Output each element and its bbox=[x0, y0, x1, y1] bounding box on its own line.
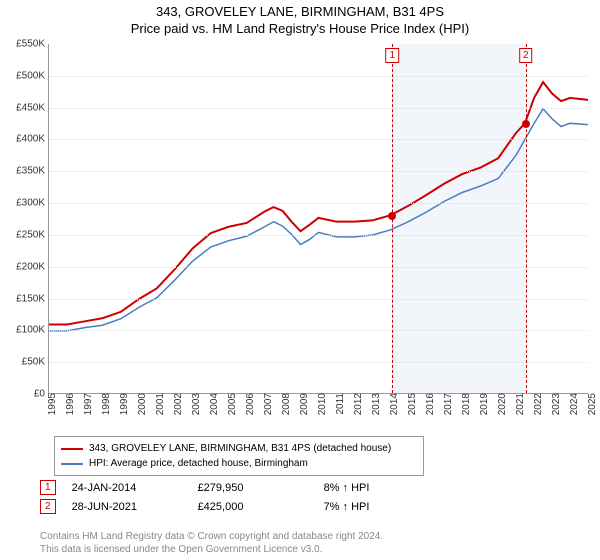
x-tick-label: 2022 bbox=[531, 393, 544, 415]
y-tick-label: £400K bbox=[16, 134, 49, 145]
transaction-price: £425,000 bbox=[198, 501, 308, 513]
marker-line bbox=[526, 44, 527, 393]
x-tick-label: 1995 bbox=[45, 393, 58, 415]
x-tick-label: 2020 bbox=[495, 393, 508, 415]
legend-swatch bbox=[61, 448, 83, 450]
y-tick-label: £300K bbox=[16, 198, 49, 209]
transaction-date: 28-JUN-2021 bbox=[72, 501, 182, 513]
y-tick-label: £100K bbox=[16, 325, 49, 336]
x-tick-label: 2023 bbox=[549, 393, 562, 415]
gridline bbox=[49, 108, 588, 109]
y-tick-label: £200K bbox=[16, 261, 49, 272]
y-tick-label: £150K bbox=[16, 293, 49, 304]
gridline bbox=[49, 267, 588, 268]
x-tick-label: 2010 bbox=[315, 393, 328, 415]
marker-dot bbox=[522, 120, 530, 128]
chart-title-line2: Price paid vs. HM Land Registry's House … bbox=[131, 21, 469, 36]
x-tick-label: 2004 bbox=[207, 393, 220, 415]
x-tick-label: 2005 bbox=[225, 393, 238, 415]
legend-label: 343, GROVELEY LANE, BIRMINGHAM, B31 4PS … bbox=[89, 441, 391, 456]
transaction-row: 1 24-JAN-2014 £279,950 8% ↑ HPI bbox=[40, 480, 580, 495]
marker-dot bbox=[388, 212, 396, 220]
x-tick-label: 2013 bbox=[369, 393, 382, 415]
chart-container: 343, GROVELEY LANE, BIRMINGHAM, B31 4PS … bbox=[0, 0, 600, 560]
transaction-delta: 7% ↑ HPI bbox=[324, 501, 434, 513]
x-tick-label: 2018 bbox=[459, 393, 472, 415]
x-tick-label: 2017 bbox=[441, 393, 454, 415]
x-tick-label: 2001 bbox=[153, 393, 166, 415]
x-tick-label: 2007 bbox=[261, 393, 274, 415]
legend-label: HPI: Average price, detached house, Birm… bbox=[89, 456, 308, 471]
transaction-table: 1 24-JAN-2014 £279,950 8% ↑ HPI 2 28-JUN… bbox=[40, 480, 580, 518]
legend: 343, GROVELEY LANE, BIRMINGHAM, B31 4PS … bbox=[54, 436, 424, 476]
y-tick-label: £500K bbox=[16, 70, 49, 81]
x-tick-label: 1998 bbox=[99, 393, 112, 415]
transaction-marker: 2 bbox=[40, 499, 56, 514]
x-tick-label: 2024 bbox=[567, 393, 580, 415]
legend-item: HPI: Average price, detached house, Birm… bbox=[61, 456, 417, 471]
x-tick-label: 2012 bbox=[351, 393, 364, 415]
x-tick-label: 2000 bbox=[135, 393, 148, 415]
chart-svg bbox=[49, 44, 588, 393]
gridline bbox=[49, 139, 588, 140]
x-tick-label: 2016 bbox=[423, 393, 436, 415]
x-tick-label: 2008 bbox=[279, 393, 292, 415]
transaction-delta: 8% ↑ HPI bbox=[324, 482, 434, 494]
x-tick-label: 2021 bbox=[513, 393, 526, 415]
gridline bbox=[49, 299, 588, 300]
x-tick-label: 1997 bbox=[81, 393, 94, 415]
transaction-date: 24-JAN-2014 bbox=[72, 482, 182, 494]
marker-label: 1 bbox=[385, 48, 399, 63]
marker-label: 2 bbox=[519, 48, 533, 63]
gridline bbox=[49, 203, 588, 204]
x-tick-label: 2014 bbox=[387, 393, 400, 415]
legend-item: 343, GROVELEY LANE, BIRMINGHAM, B31 4PS … bbox=[61, 441, 417, 456]
attribution-line2: This data is licensed under the Open Gov… bbox=[40, 544, 322, 555]
gridline bbox=[49, 362, 588, 363]
y-tick-label: £550K bbox=[16, 39, 49, 50]
transaction-row: 2 28-JUN-2021 £425,000 7% ↑ HPI bbox=[40, 499, 580, 514]
y-tick-label: £50K bbox=[22, 357, 49, 368]
attribution-line1: Contains HM Land Registry data © Crown c… bbox=[40, 531, 383, 542]
y-tick-label: £250K bbox=[16, 229, 49, 240]
x-tick-label: 2002 bbox=[171, 393, 184, 415]
x-tick-label: 2025 bbox=[585, 393, 598, 415]
gridline bbox=[49, 171, 588, 172]
x-tick-label: 2006 bbox=[243, 393, 256, 415]
x-tick-label: 2003 bbox=[189, 393, 202, 415]
plot-area: £0£50K£100K£150K£200K£250K£300K£350K£400… bbox=[48, 44, 588, 394]
transaction-marker: 1 bbox=[40, 480, 56, 495]
x-tick-label: 1996 bbox=[63, 393, 76, 415]
chart-title-line1: 343, GROVELEY LANE, BIRMINGHAM, B31 4PS bbox=[156, 4, 444, 19]
series-hpi bbox=[49, 109, 588, 331]
attribution: Contains HM Land Registry data © Crown c… bbox=[40, 531, 383, 556]
x-tick-label: 2009 bbox=[297, 393, 310, 415]
gridline bbox=[49, 76, 588, 77]
x-tick-label: 2019 bbox=[477, 393, 490, 415]
gridline bbox=[49, 330, 588, 331]
chart-title: 343, GROVELEY LANE, BIRMINGHAM, B31 4PS … bbox=[0, 0, 600, 38]
x-tick-label: 2011 bbox=[333, 393, 346, 415]
gridline bbox=[49, 235, 588, 236]
legend-swatch bbox=[61, 463, 83, 465]
y-tick-label: £450K bbox=[16, 102, 49, 113]
y-tick-label: £350K bbox=[16, 166, 49, 177]
x-tick-label: 1999 bbox=[117, 393, 130, 415]
x-tick-label: 2015 bbox=[405, 393, 418, 415]
transaction-price: £279,950 bbox=[198, 482, 308, 494]
